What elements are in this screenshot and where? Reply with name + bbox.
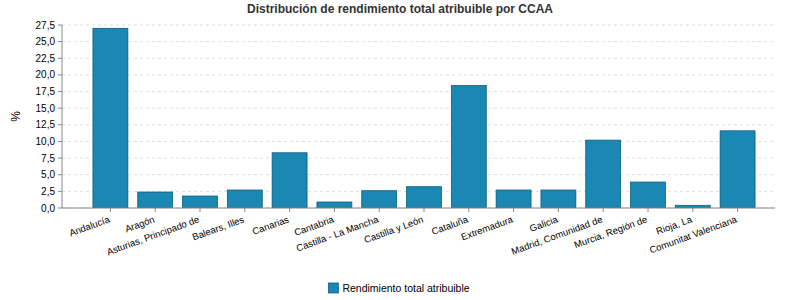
y-tick [58,91,62,92]
x-tick-label: Extremadura [459,213,515,242]
y-tick [58,174,62,175]
y-axis-label: % [9,111,23,122]
x-axis-line [62,208,775,209]
x-tick [155,208,156,212]
y-tick-label: 10,0 [36,136,56,147]
y-tick-label: 25,0 [36,36,56,47]
bar [407,187,442,208]
y-tick-label: 27,5 [36,20,56,31]
grid-line [62,91,775,92]
bar [138,192,173,208]
y-tick [58,208,62,209]
y-tick-label: 2,5 [41,186,55,197]
x-tick-label: Murcia, Región de [572,214,648,251]
grid-line [62,58,775,59]
grid-line [62,174,775,175]
bar [720,131,755,208]
bar [362,191,397,208]
bar [272,153,307,208]
x-tick-label: Canarias [251,213,291,236]
bar [541,190,576,208]
y-tick [58,74,62,75]
x-tick [289,208,290,212]
x-tick-label: Asturias, Principado de [105,214,201,258]
x-tick [737,208,738,212]
grid-line [62,141,775,142]
y-tick-label: 15,0 [36,103,56,114]
bar [451,86,486,208]
bar [183,196,218,208]
x-tick [603,208,604,212]
legend-swatch [328,283,338,293]
bars [93,28,755,208]
bar [586,140,621,208]
bar [496,190,531,208]
y-tick-label: 20,0 [36,69,56,80]
grid-line [62,208,775,209]
x-tick [379,208,380,212]
grid-line [62,25,775,26]
grid-line [62,124,775,125]
y-tick-label: 7,5 [41,153,55,164]
x-tick [334,208,335,212]
grid [58,25,775,208]
y-tick [58,191,62,192]
y-tick [58,108,62,109]
x-tick-label: Comunitat Valenciana [648,213,739,255]
y-tick [58,41,62,42]
legend: Rendimiento total atribuible [328,282,469,294]
x-tick [110,208,111,212]
y-tick [58,25,62,26]
x-tick-label: Andalucía [68,213,112,238]
y-tick-label: 0,0 [41,203,55,214]
y-tick [58,124,62,125]
x-tick [648,208,649,212]
bar [631,182,666,208]
x-tick [200,208,201,212]
grid-line [62,41,775,42]
grid-line [62,74,775,75]
x-tick [513,208,514,212]
y-tick [58,141,62,142]
bar [93,28,128,208]
y-tick [58,58,62,59]
x-tick [692,208,693,212]
y-tick-label: 12,5 [36,119,56,130]
y-tick-label: 22,5 [36,53,56,64]
x-tick [244,208,245,212]
title: Distribución de rendimiento total atribu… [247,2,553,16]
y-tick-label: 17,5 [36,86,56,97]
x-tick-label: Castilla y León [362,214,424,246]
x-tick [424,208,425,212]
y-tick [58,158,62,159]
x-tick [468,208,469,212]
legend-label: Rendimiento total atribuible [342,282,469,294]
y-tick-label: 5,0 [41,169,55,180]
y-axis-line [62,25,63,208]
bar [227,190,262,208]
x-tick-label: Balears, Illes [191,213,246,242]
grid-line [62,108,775,109]
x-tick [558,208,559,212]
bar [317,202,352,208]
grid-line [62,158,775,159]
chart: Distribución de rendimiento total atribu… [0,0,800,300]
